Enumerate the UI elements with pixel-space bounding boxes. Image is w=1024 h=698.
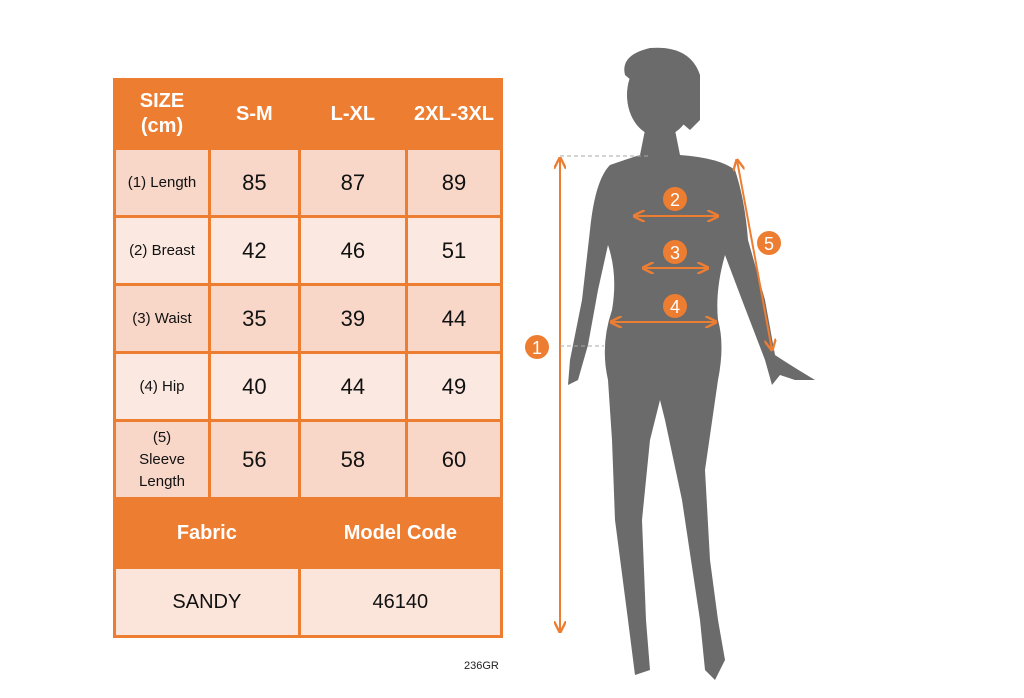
model-code-value: 46140 [297, 566, 504, 638]
size-chart-table: SIZE (cm) S-M L-XL 2XL-3XL (1) Length 85… [113, 78, 504, 638]
cell: 44 [297, 351, 409, 422]
header-2xl-3xl: 2XL-3XL [405, 78, 503, 150]
cell: 46 [297, 215, 409, 286]
marker-4: 4 [663, 294, 687, 318]
marker-3: 3 [663, 240, 687, 264]
marker-label: 5 [764, 234, 774, 254]
table-row: (1) Length 85 87 89 [113, 147, 503, 218]
cell: 40 [208, 351, 301, 422]
model-code-label: Model Code [297, 497, 504, 569]
cell: 58 [297, 419, 409, 500]
product-code-note: 236GR [464, 660, 499, 672]
table-row: (4) Hip 40 44 49 [113, 351, 503, 422]
marker-label: 3 [670, 243, 680, 263]
row-label: (3) Waist [113, 283, 211, 354]
marker-5: 5 [757, 231, 781, 255]
table-header-row: SIZE (cm) S-M L-XL 2XL-3XL [113, 78, 503, 150]
cell: 85 [208, 147, 301, 218]
row-label: (5) Sleeve Length [113, 419, 211, 500]
cell: 89 [405, 147, 503, 218]
cell: 42 [208, 215, 301, 286]
fabric-value-row: SANDY 46140 [113, 566, 504, 638]
woman-silhouette [568, 47, 815, 680]
cell: 44 [405, 283, 503, 354]
header-s-m: S-M [208, 78, 301, 150]
cell: 35 [208, 283, 301, 354]
row-label: (1) Length [113, 147, 211, 218]
marker-label: 1 [532, 338, 542, 358]
cell: 51 [405, 215, 503, 286]
marker-label: 2 [670, 190, 680, 210]
row-label: (4) Hip [113, 351, 211, 422]
fabric-value: SANDY [113, 566, 301, 638]
cell: 39 [297, 283, 409, 354]
cell: 49 [405, 351, 503, 422]
header-l-xl: L-XL [297, 78, 409, 150]
fabric-header-row: Fabric Model Code [113, 497, 504, 569]
table-row: (3) Waist 35 39 44 [113, 283, 503, 354]
row-label: (2) Breast [113, 215, 211, 286]
cell: 60 [405, 419, 503, 500]
sleeve-arrow [737, 160, 772, 350]
marker-1: 1 [525, 335, 549, 359]
marker-label: 4 [670, 297, 680, 317]
cell: 87 [297, 147, 409, 218]
table-row: (5) Sleeve Length 56 58 60 [113, 419, 503, 500]
header-size: SIZE (cm) [113, 78, 211, 150]
marker-2: 2 [663, 187, 687, 211]
cell: 56 [208, 419, 301, 500]
measurement-lines [560, 155, 772, 632]
table-row: (2) Breast 42 46 51 [113, 215, 503, 286]
fabric-label: Fabric [113, 497, 301, 569]
